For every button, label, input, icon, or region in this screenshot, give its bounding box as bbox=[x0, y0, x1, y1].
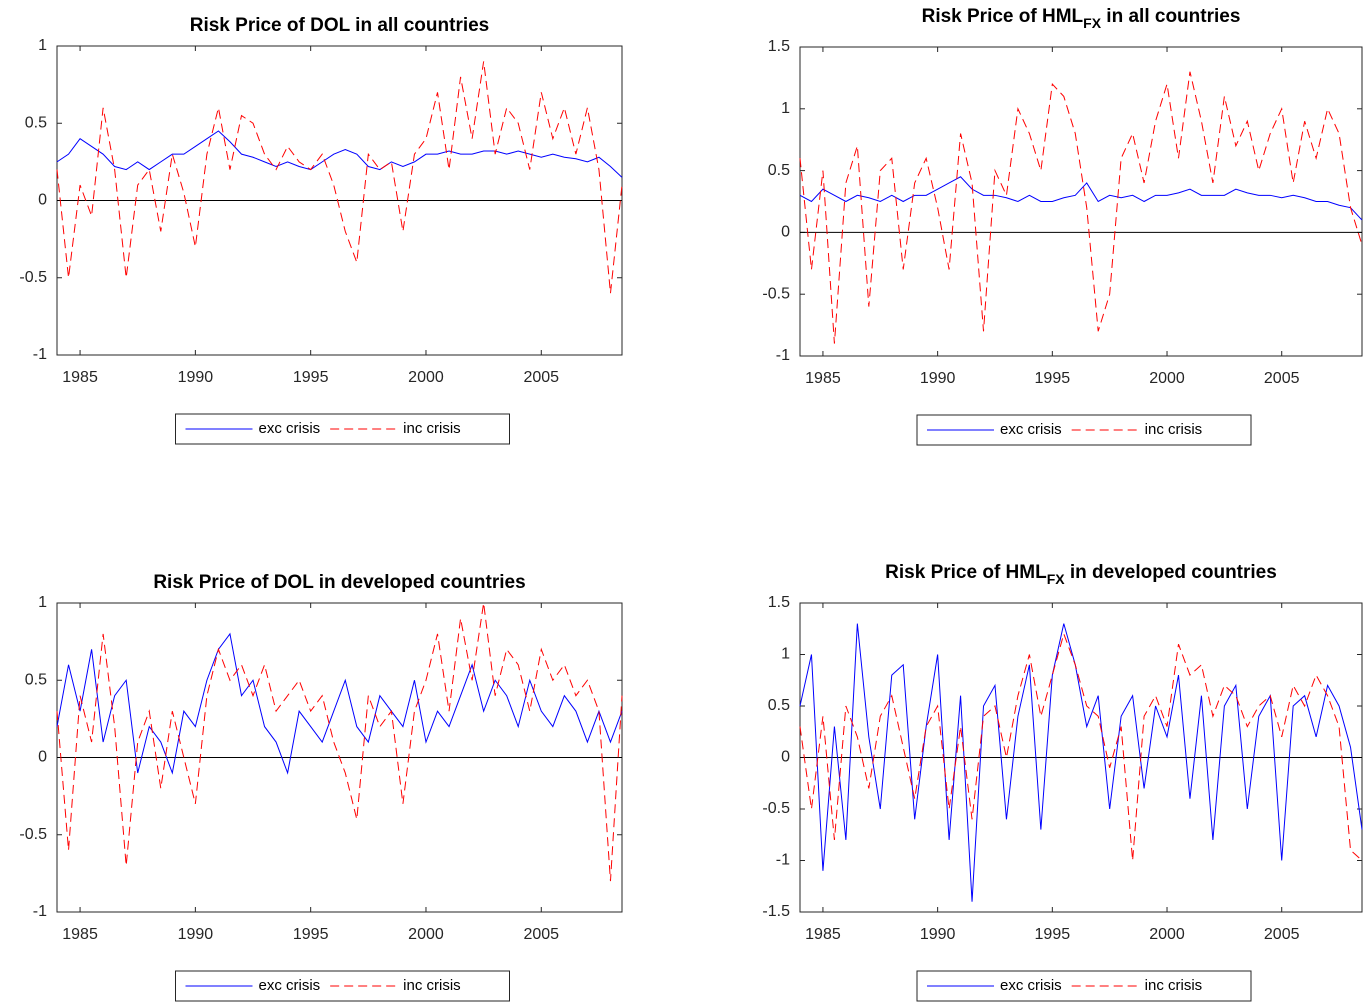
y-tick-label: 0.5 bbox=[25, 114, 47, 131]
legend-label: inc crisis bbox=[403, 420, 461, 437]
x-tick-label: 1990 bbox=[920, 926, 956, 943]
x-tick-label: 1990 bbox=[178, 369, 214, 386]
y-tick-label: 0.5 bbox=[768, 162, 790, 179]
x-tick-label: 1995 bbox=[293, 369, 329, 386]
y-tick-label: 0 bbox=[38, 749, 47, 766]
legend-label: exc crisis bbox=[259, 420, 321, 437]
title-part: in developed countries bbox=[1065, 562, 1277, 583]
data-line bbox=[56, 632, 623, 775]
data-line bbox=[799, 71, 1363, 344]
y-tick-label: -1 bbox=[776, 347, 790, 364]
title-part: in all countries bbox=[1101, 6, 1240, 27]
x-tick-label: 1985 bbox=[62, 926, 98, 943]
x-tick-label: 2000 bbox=[1149, 370, 1185, 387]
y-tick-label: -0.5 bbox=[19, 269, 47, 286]
y-tick-label: 0 bbox=[38, 192, 47, 209]
title-part: Risk Price of HML bbox=[922, 6, 1084, 27]
y-tick-label: 1.5 bbox=[768, 38, 790, 55]
subplot: Risk Price of HMLFX in developed countri… bbox=[762, 562, 1363, 1002]
y-tick-label: 1 bbox=[781, 100, 790, 117]
legend-label: inc crisis bbox=[1145, 977, 1203, 994]
x-tick-label: 2005 bbox=[523, 926, 559, 943]
chart-title: Risk Price of HMLFX in all countries bbox=[922, 6, 1241, 31]
data-line bbox=[56, 602, 623, 882]
legend-label: inc crisis bbox=[1145, 421, 1203, 438]
y-tick-label: -0.5 bbox=[762, 285, 790, 302]
chart-title: Risk Price of HMLFX in developed countri… bbox=[885, 562, 1277, 587]
data-line bbox=[56, 130, 623, 178]
subplot: Risk Price of DOL in developed countries… bbox=[19, 572, 623, 1002]
y-tick-label: 0 bbox=[781, 224, 790, 241]
x-tick-label: 2005 bbox=[1264, 926, 1300, 943]
legend-label: exc crisis bbox=[1000, 421, 1062, 438]
legend-label: exc crisis bbox=[1000, 977, 1062, 994]
x-tick-label: 1995 bbox=[293, 926, 329, 943]
x-tick-label: 1985 bbox=[805, 370, 841, 387]
y-tick-label: 1 bbox=[781, 646, 790, 663]
y-tick-label: 0.5 bbox=[768, 697, 790, 714]
y-tick-label: 0.5 bbox=[25, 671, 47, 688]
y-tick-label: 1.5 bbox=[768, 594, 790, 611]
y-tick-label: -1 bbox=[33, 346, 47, 363]
data-line bbox=[799, 176, 1363, 221]
y-tick-label: -0.5 bbox=[762, 800, 790, 817]
x-tick-label: 1985 bbox=[62, 369, 98, 386]
subplot: Risk Price of DOL in all countries -1 -0.5… bbox=[19, 15, 623, 445]
data-line bbox=[799, 623, 1363, 902]
y-tick-label: 0 bbox=[781, 749, 790, 766]
data-line bbox=[56, 61, 623, 294]
y-tick-label: -1 bbox=[33, 903, 47, 920]
y-tick-label: -0.5 bbox=[19, 826, 47, 843]
x-tick-label: 2000 bbox=[408, 369, 444, 386]
chart-title: Risk Price of DOL in all countries bbox=[190, 15, 490, 36]
x-tick-label: 1985 bbox=[805, 926, 841, 943]
x-tick-label: 1990 bbox=[178, 926, 214, 943]
legend-label: exc crisis bbox=[259, 977, 321, 994]
x-tick-label: 1995 bbox=[1035, 370, 1071, 387]
x-tick-label: 2005 bbox=[523, 369, 559, 386]
x-tick-label: 2000 bbox=[408, 926, 444, 943]
y-tick-label: -1.5 bbox=[762, 903, 790, 920]
y-tick-label: 1 bbox=[38, 594, 47, 611]
y-tick-label: -1 bbox=[776, 852, 790, 869]
legend-label: inc crisis bbox=[403, 977, 461, 994]
y-tick-label: 1 bbox=[38, 37, 47, 54]
x-tick-label: 2000 bbox=[1149, 926, 1185, 943]
subplot: Risk Price of HMLFX in all countries -1 -0… bbox=[762, 6, 1363, 446]
title-part: Risk Price of HML bbox=[885, 562, 1047, 583]
title-part: FX bbox=[1083, 15, 1102, 31]
x-tick-label: 1990 bbox=[920, 370, 956, 387]
plot-area bbox=[799, 46, 1363, 357]
x-tick-label: 1995 bbox=[1035, 926, 1071, 943]
title-part: FX bbox=[1047, 571, 1066, 587]
chart-title: Risk Price of DOL in developed countries bbox=[153, 572, 525, 593]
x-tick-label: 2005 bbox=[1264, 370, 1300, 387]
